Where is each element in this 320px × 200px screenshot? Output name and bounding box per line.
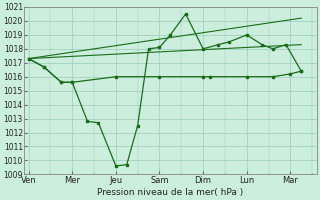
X-axis label: Pression niveau de la mer( hPa ): Pression niveau de la mer( hPa ) [97, 188, 244, 197]
